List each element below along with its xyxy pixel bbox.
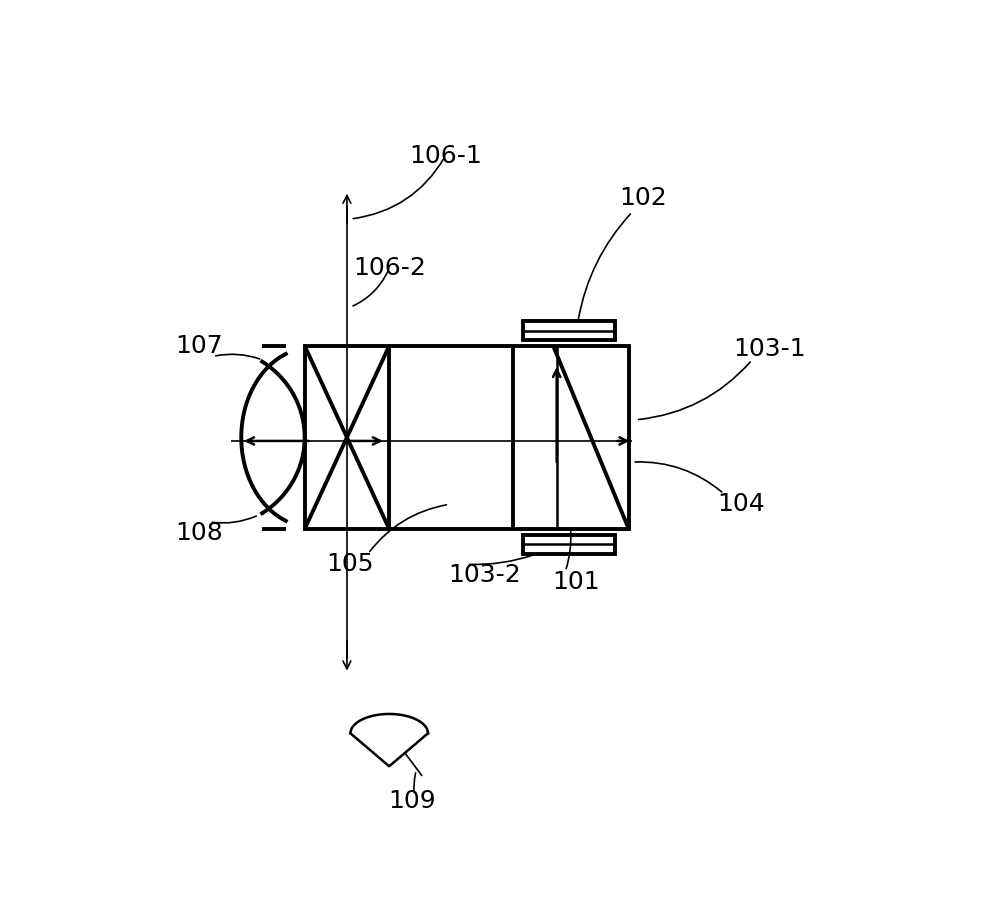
Text: 107: 107: [175, 334, 223, 358]
Text: 106-1: 106-1: [409, 144, 482, 167]
Text: 102: 102: [619, 186, 667, 210]
Text: 105: 105: [327, 553, 374, 576]
Text: 104: 104: [718, 492, 765, 516]
Bar: [305, 346, 389, 529]
Text: 103-2: 103-2: [448, 563, 521, 587]
Text: 109: 109: [389, 789, 436, 813]
Bar: [523, 534, 615, 554]
Bar: [512, 346, 629, 529]
Text: 106-2: 106-2: [353, 256, 426, 280]
Text: 103-1: 103-1: [733, 338, 806, 361]
Text: 101: 101: [552, 570, 600, 594]
Bar: [523, 321, 615, 340]
Text: 108: 108: [175, 521, 223, 544]
